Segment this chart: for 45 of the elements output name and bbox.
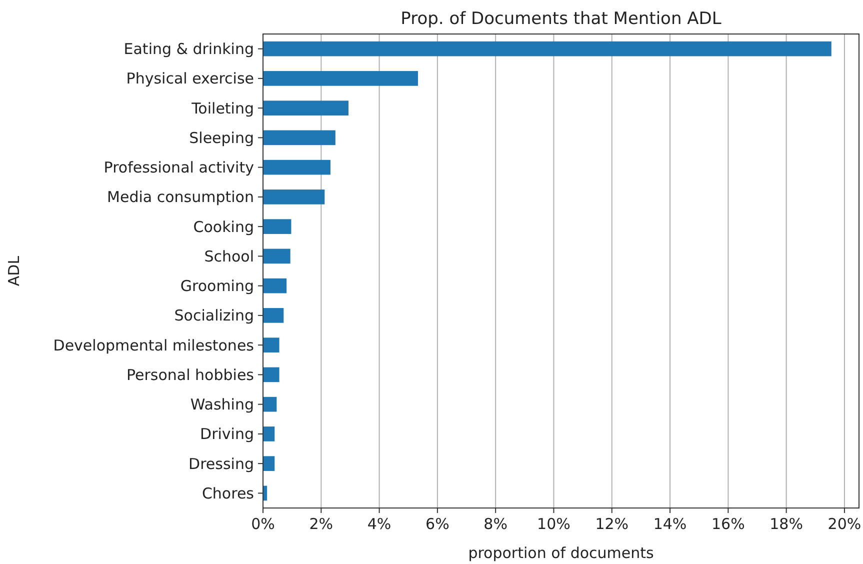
y-tick-label: Socializing: [174, 306, 254, 325]
x-tick-label: 0%: [251, 515, 275, 533]
y-tick-label: Personal hobbies: [126, 366, 254, 384]
y-tick-label: Sleeping: [189, 128, 254, 147]
y-tick-label: School: [204, 247, 254, 266]
y-tick-label: Eating & drinking: [124, 40, 254, 58]
y-tick-label: Dressing: [188, 454, 254, 473]
x-tick-label: 20%: [828, 515, 862, 533]
bar: [263, 248, 290, 264]
y-tick-label: Cooking: [193, 218, 254, 236]
y-tick-label: Developmental milestones: [53, 336, 254, 354]
y-tick-label: Physical exercise: [126, 70, 254, 88]
x-tick-label: 14%: [653, 515, 687, 533]
bar: [263, 396, 277, 412]
x-tick-label: 2%: [309, 515, 334, 533]
bar: [263, 308, 284, 323]
bar: [263, 160, 330, 175]
x-tick-label: 6%: [426, 515, 450, 533]
bar: [263, 219, 292, 234]
chart-title: Prop. of Documents that Mention ADL: [400, 9, 722, 29]
x-tick-label: 18%: [770, 515, 803, 533]
y-axis-title: ADL: [5, 255, 23, 286]
y-tick-label: Professional activity: [104, 158, 254, 177]
y-tick-label: Washing: [190, 396, 254, 414]
y-tick-label: Chores: [202, 484, 254, 502]
y-tick-label: Driving: [200, 425, 254, 444]
x-tick-label: 4%: [367, 515, 392, 533]
y-tick-label: Grooming: [180, 277, 254, 296]
y-tick-label: Media consumption: [107, 188, 254, 206]
bar: [263, 456, 275, 471]
bar: [263, 278, 287, 294]
bar: [263, 367, 280, 382]
bar: [263, 338, 280, 352]
bar: [263, 41, 832, 56]
bar: [263, 426, 275, 442]
x-tick-label: 10%: [537, 515, 570, 533]
bar: [263, 71, 418, 86]
x-axis-title: proportion of documents: [468, 544, 654, 562]
y-tick-label: Toileting: [190, 99, 254, 118]
bar: [263, 130, 336, 146]
x-tick-label: 16%: [712, 515, 745, 533]
x-tick-label: 8%: [484, 515, 508, 533]
x-tick-label: 12%: [595, 515, 629, 533]
bar: [263, 190, 325, 204]
bar: [263, 100, 348, 116]
